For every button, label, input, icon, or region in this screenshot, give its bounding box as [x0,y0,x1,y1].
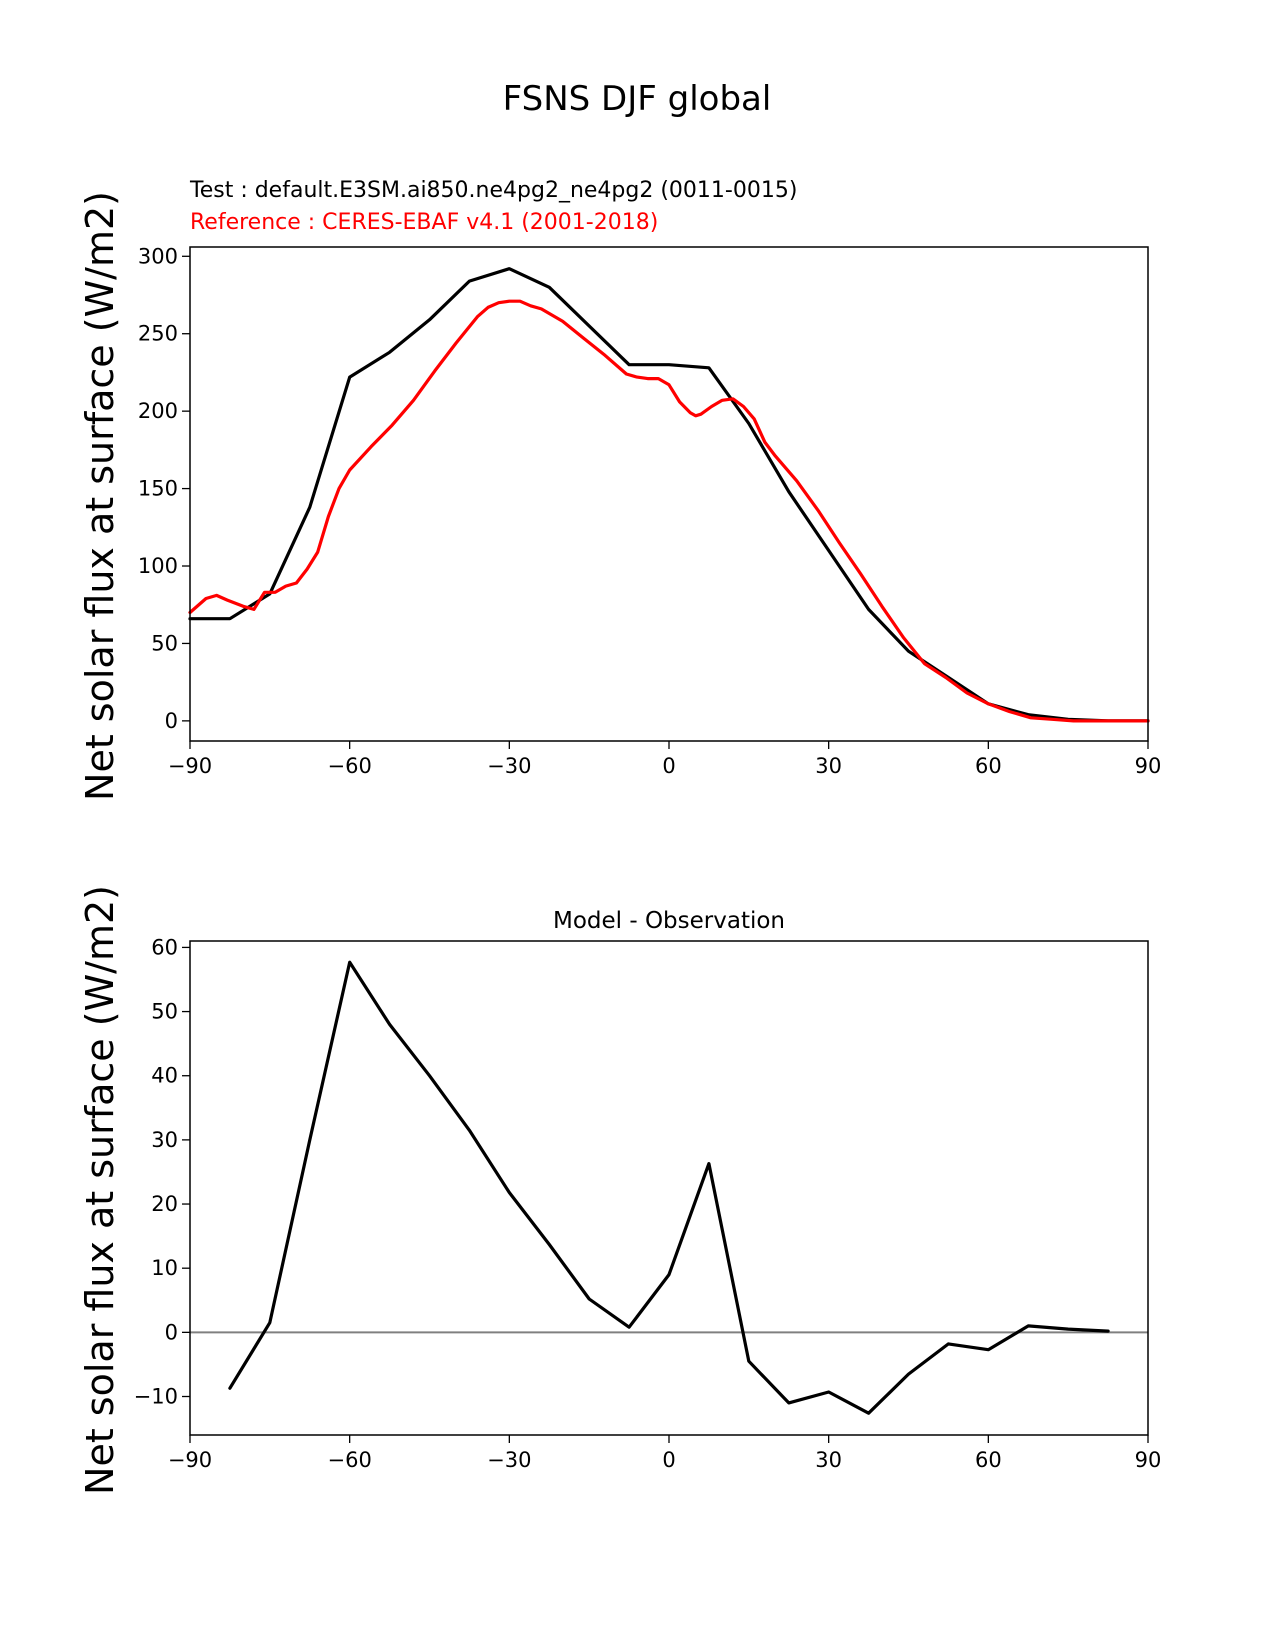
top-y-tick-label: 250 [138,322,178,346]
bottom-y-tick-label: 0 [165,1320,178,1344]
top-y-tick-label: 100 [138,554,178,578]
top-y-tick-label: 150 [138,477,178,501]
bottom-y-tick-label: 60 [151,935,178,959]
bottom-x-tick-label: 60 [975,1448,1002,1472]
top-series-reference [188,299,1150,723]
bottom-x-tick-label: −90 [168,1448,212,1472]
top-y-axis-label: Net solar flux at surface (W/m2) [78,191,122,801]
bottom-x-tick-label: 0 [662,1448,675,1472]
top-x-tick-label: 90 [1135,754,1162,778]
bottom-y-tick-label: 40 [151,1064,178,1088]
bottom-x-tick-label: −30 [487,1448,531,1472]
bottom-series-model-observation [228,960,1110,1415]
figure-title: FSNS DJF global [503,79,772,119]
test-subtitle: Test : default.E3SM.ai850.ne4pg2_ne4pg2 … [189,178,797,203]
top-x-tick-label: −30 [487,754,531,778]
bottom-chart-panel: Model - Observation Net solar flux at su… [78,885,1161,1495]
bottom-y-tick-label: 30 [151,1128,178,1152]
bottom-x-tick-label: 90 [1135,1448,1162,1472]
reference-subtitle: Reference : CERES-EBAF v4.1 (2001-2018) [190,210,658,235]
bottom-y-tick-label: 10 [151,1256,178,1280]
top-x-tick-label: −60 [328,754,372,778]
bottom-chart-title: Model - Observation [553,908,785,934]
top-y-tick-label: 0 [165,709,178,733]
top-series-test [188,267,1150,723]
top-x-tick-label: 0 [662,754,675,778]
top-y-tick-label: 300 [138,244,178,268]
bottom-series-lines [190,960,1148,1415]
bottom-y-axis-label: Net solar flux at surface (W/m2) [78,885,122,1495]
top-chart-panel: Test : default.E3SM.ai850.ne4pg2_ne4pg2 … [78,178,1161,801]
top-x-tick-label: 30 [815,754,842,778]
bottom-x-tick-label: 30 [815,1448,842,1472]
bottom-y-tick-label: 20 [151,1192,178,1216]
bottom-plot-frame [189,940,1149,1436]
bottom-x-tick-label: −60 [328,1448,372,1472]
top-x-tick-label: 60 [975,754,1002,778]
top-y-tick-label: 50 [151,631,178,655]
top-series-lines [188,267,1150,723]
bottom-y-tick-label: −10 [134,1385,178,1409]
top-y-tick-label: 200 [138,399,178,423]
top-plot-frame [189,246,1149,742]
bottom-axes-ticks: −90 −60 −30 0 30 60 90 −10 0 10 20 30 40 50 60 [134,935,1162,1472]
top-axes-ticks: −90 −60 −30 0 30 60 90 0 50 100 150 200 250 300 [138,244,1161,778]
bottom-y-tick-label: 50 [151,1000,178,1024]
top-x-tick-label: −90 [168,754,212,778]
